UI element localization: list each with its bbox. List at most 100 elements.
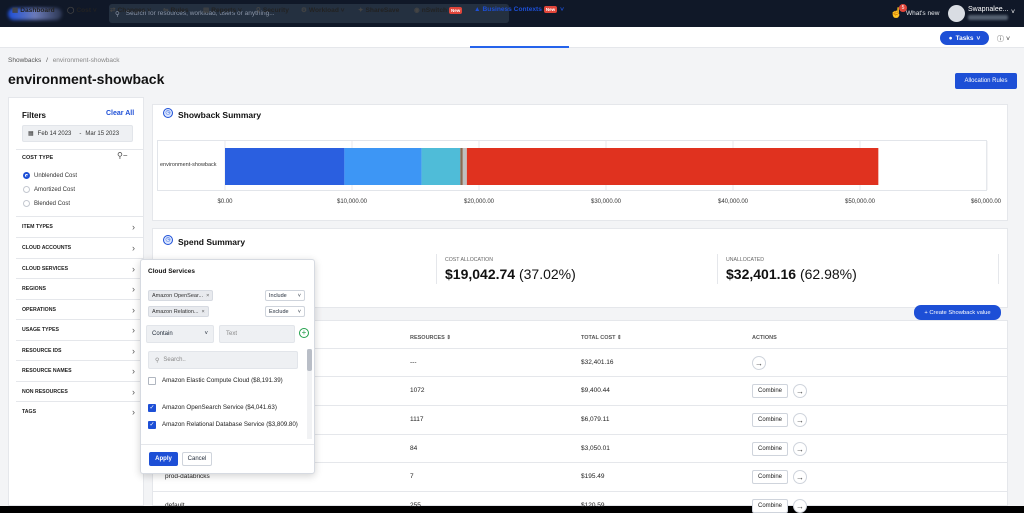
rules-icon: ⇋	[163, 7, 169, 14]
combine-button[interactable]: Combine	[752, 470, 788, 484]
nav-security[interactable]: ⚲ Security	[256, 7, 289, 14]
nav-sharesave[interactable]: ✦ ShareSave	[358, 7, 400, 14]
arrow-right-icon[interactable]: →	[793, 470, 807, 484]
match-mode-select[interactable]: Contain ˅	[146, 325, 214, 343]
bar-segment-2[interactable]	[421, 148, 461, 185]
calendar-icon: ▦	[28, 131, 34, 137]
combine-button[interactable]: Combine	[752, 413, 788, 427]
include-exclude-select[interactable]: Include ˅	[265, 290, 305, 301]
combine-button[interactable]: Combine	[752, 384, 788, 398]
help-icon[interactable]: ⓘ ˅	[997, 36, 1011, 43]
notification-icon[interactable]: ☝	[890, 8, 903, 19]
date-range-picker[interactable]: ▦ Feb 14 2023 - Mar 15 2023	[22, 125, 133, 142]
include-exclude-select[interactable]: Exclude ˅	[265, 306, 305, 317]
user-org-blurred	[968, 15, 1008, 20]
scrollbar[interactable]	[307, 349, 312, 439]
close-icon[interactable]: ×	[206, 292, 210, 299]
table-cell-total-cost: $32,401.16	[581, 359, 614, 366]
nav-reports[interactable]: ▤ Reports ˅	[203, 7, 242, 14]
nav-business-contexts[interactable]: ▲ Business Contexts New ˅	[474, 5, 565, 13]
add-filter-icon[interactable]: +	[299, 328, 309, 338]
arrow-right-icon[interactable]: →	[793, 384, 807, 398]
radio-unblended[interactable]	[23, 172, 30, 179]
filter-section-item-types[interactable]: ITEM TYPES ›	[16, 216, 143, 237]
allocation-rules-button[interactable]: Allocation Rules	[955, 73, 1017, 89]
filter-section-resource-ids[interactable]: RESOURCE IDS ›	[16, 340, 143, 361]
filter-section-regions[interactable]: REGIONS ›	[16, 278, 143, 299]
radio-blended[interactable]	[23, 200, 30, 207]
nav-rules[interactable]: ⇋ Rules	[163, 7, 189, 14]
chevron-right-icon: ›	[132, 346, 135, 356]
bar-segment-0[interactable]	[225, 148, 345, 185]
combine-button[interactable]: Combine	[752, 442, 788, 456]
radio-amortized[interactable]	[23, 186, 30, 193]
cancel-button[interactable]: Cancel	[182, 452, 212, 466]
clear-all-link[interactable]: Clear All	[106, 110, 135, 117]
filter-section-resource-names[interactable]: RESOURCE NAMES ›	[16, 360, 143, 381]
bar-segment-4[interactable]	[462, 148, 467, 185]
breadcrumb-separator: /	[46, 57, 48, 64]
avatar[interactable]	[948, 5, 965, 22]
whats-new-link[interactable]: What's new	[906, 10, 940, 17]
option-label[interactable]: Amazon OpenSearch Service ($4,041.63)	[162, 404, 277, 411]
global-search-input[interactable]: ⚲ Search for resources, workload, users …	[109, 4, 509, 23]
checkbox-option[interactable]	[148, 377, 156, 385]
scrollbar-thumb[interactable]	[307, 349, 312, 371]
table-cell-total-cost: $3,050.01	[581, 445, 610, 452]
nav-changes[interactable]: ⇄ Changes ˅	[110, 7, 152, 14]
option-label[interactable]: Amazon Relational Database Service ($3,8…	[162, 421, 298, 428]
summary-icon: ◷	[163, 108, 173, 118]
spend-summary-title: Spend Summary	[178, 237, 246, 247]
nav-dashboard[interactable]: ▦ Dashboard	[12, 7, 55, 14]
tasks-icon: ●	[948, 34, 953, 42]
filter-section-usage-types[interactable]: USAGE TYPES ›	[16, 319, 143, 340]
lock-icon: ⚲	[256, 7, 261, 14]
filter-section-tags[interactable]: TAGS ›	[16, 401, 143, 422]
bar-segment-1[interactable]	[344, 148, 422, 185]
app-logo[interactable]	[8, 8, 62, 20]
user-menu-chevron-icon[interactable]: ˅	[1011, 9, 1016, 16]
column-header-total-cost[interactable]: TOTAL COST ⇕	[581, 335, 622, 341]
column-header-resources[interactable]: RESOURCES ⇕	[410, 335, 451, 341]
divider	[436, 254, 437, 284]
bar-segment-3[interactable]	[460, 148, 463, 185]
filter-section-operations[interactable]: OPERATIONS ›	[16, 299, 143, 320]
combine-button[interactable]: Combine	[752, 499, 788, 513]
arrow-right-icon[interactable]: →	[793, 413, 807, 427]
nav-cost[interactable]: ◯ Cost ˅	[67, 7, 97, 14]
table-cell-name: prod-databricks	[165, 473, 210, 480]
showback-chart: $0.00 $10,000.00 $20,000.00 $30,000.00 $40,0…	[217, 141, 1002, 205]
cost-type-header: COST TYPE	[22, 155, 54, 161]
tasks-button[interactable]: ● Tasks ˅	[940, 31, 989, 45]
x-tick-label: $50,000.00	[845, 199, 876, 205]
x-tick-label: $10,000.00	[337, 199, 368, 205]
bar-segment-5[interactable]	[466, 148, 879, 185]
divider	[16, 149, 143, 150]
arrow-right-icon[interactable]: →	[752, 356, 766, 370]
chevron-right-icon: ›	[132, 366, 135, 376]
search-collapse-icon[interactable]: ⚲−	[117, 151, 128, 160]
selected-chip[interactable]: Amazon Relation... ×	[148, 306, 209, 317]
close-icon[interactable]: ×	[201, 308, 205, 315]
arrow-right-icon[interactable]: →	[793, 499, 807, 513]
filter-section-cloud-accounts[interactable]: CLOUD ACCOUNTS ›	[16, 237, 143, 258]
apply-button[interactable]: Apply	[149, 452, 178, 466]
text-filter-input[interactable]: Text	[219, 325, 295, 343]
selected-chip[interactable]: Amazon OpenSear... ×	[148, 290, 214, 301]
create-showback-value-button[interactable]: + Create Showback value	[914, 305, 1001, 320]
divider	[998, 254, 999, 284]
breadcrumb-root[interactable]: Showbacks	[8, 57, 42, 64]
search-icon: ⚲	[155, 357, 160, 364]
popup-search-input[interactable]: ⚲ Search..	[148, 351, 298, 369]
chevron-right-icon: ›	[132, 305, 135, 315]
filter-section-non-resources[interactable]: NON RESOURCES ›	[16, 381, 143, 402]
filter-section-cloud-services[interactable]: CLOUD SERVICES ›	[16, 258, 143, 279]
option-label[interactable]: Amazon Elastic Compute Cloud ($8,191.39)	[162, 377, 283, 384]
user-name[interactable]: Swapnalee...	[968, 6, 1009, 13]
chevron-right-icon: ›	[132, 264, 135, 274]
checkbox-option[interactable]: ✓	[148, 404, 156, 412]
checkbox-option[interactable]: ✓	[148, 421, 156, 429]
nav-nswitch[interactable]: ◉ nSwitch New	[414, 6, 463, 14]
arrow-right-icon[interactable]: →	[793, 442, 807, 456]
nav-workload[interactable]: ⚙ Workload ˅	[301, 7, 345, 14]
